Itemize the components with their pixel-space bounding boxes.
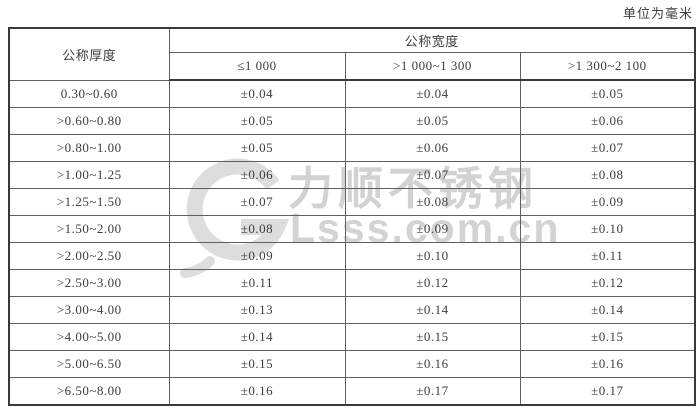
tolerance-cell: ±0.05 xyxy=(168,107,346,135)
table-header: 公称厚度 公称宽度 ≤1 000 >1 000~1 300 >1 300~2 1… xyxy=(8,27,696,81)
tolerance-cell: ±0.06 xyxy=(168,161,346,189)
tolerance-cell: ±0.14 xyxy=(344,296,521,324)
tolerance-cell: ±0.05 xyxy=(168,134,346,162)
tolerance-cell: ±0.15 xyxy=(344,323,521,351)
tolerance-cell: ±0.15 xyxy=(519,323,696,351)
thickness-cell: 0.30~0.60 xyxy=(8,79,170,108)
tolerance-cell: ±0.07 xyxy=(519,134,696,162)
table-row: >1.50~2.00 ±0.08 ±0.09 ±0.10 xyxy=(8,215,696,243)
thickness-cell: >6.50~8.00 xyxy=(8,377,170,406)
tolerance-cell: ±0.16 xyxy=(344,350,521,378)
tolerance-table-body: 0.30~0.60 ±0.04 ±0.04 ±0.05 >0.60~0.80 ±0.05 ±… xyxy=(8,79,696,406)
thickness-cell: >1.50~2.00 xyxy=(8,215,170,243)
tolerance-cell: ±0.06 xyxy=(519,107,696,135)
thickness-column-header: 公称厚度 xyxy=(8,27,170,81)
tolerance-cell: ±0.12 xyxy=(519,269,696,297)
table-row: >1.25~1.50 ±0.07 ±0.08 ±0.09 xyxy=(8,188,696,216)
tolerance-cell: ±0.08 xyxy=(168,215,346,243)
width-col-header-1: ≤1 000 xyxy=(168,52,346,81)
tolerance-cell: ±0.09 xyxy=(168,242,346,270)
tolerance-cell: ±0.05 xyxy=(344,107,521,135)
width-col-header-2: >1 000~1 300 xyxy=(344,52,521,81)
thickness-cell: >3.00~4.00 xyxy=(8,296,170,324)
thickness-cell: >1.00~1.25 xyxy=(8,161,170,189)
table-row: 0.30~0.60 ±0.04 ±0.04 ±0.05 xyxy=(8,79,696,108)
table-row: >3.00~4.00 ±0.13 ±0.14 ±0.14 xyxy=(8,296,696,324)
tolerance-cell: ±0.11 xyxy=(519,242,696,270)
tolerance-cell: ±0.07 xyxy=(168,188,346,216)
tolerance-cell: ±0.15 xyxy=(168,350,346,378)
header-group-row: 公称厚度 公称宽度 xyxy=(8,27,696,81)
tolerance-cell: ±0.12 xyxy=(344,269,521,297)
thickness-cell: >2.00~2.50 xyxy=(8,242,170,270)
tolerance-cell: ±0.07 xyxy=(344,161,521,189)
tolerance-cell: ±0.13 xyxy=(168,296,346,324)
table-row: >4.00~5.00 ±0.14 ±0.15 ±0.15 xyxy=(8,323,696,351)
tolerance-cell: ±0.17 xyxy=(344,377,521,406)
tolerance-cell: ±0.08 xyxy=(519,161,696,189)
table-row: >0.80~1.00 ±0.05 ±0.06 ±0.07 xyxy=(8,134,696,162)
header-cols-row: ≤1 000 >1 000~1 300 >1 300~2 100 xyxy=(9,52,696,81)
width-group-header: 公称宽度 xyxy=(168,27,696,53)
tolerance-cell: ±0.09 xyxy=(344,215,521,243)
table-row: >5.00~6.50 ±0.15 ±0.16 ±0.16 xyxy=(8,350,696,378)
tolerance-cell: ±0.10 xyxy=(519,215,696,243)
tolerance-cell: ±0.14 xyxy=(168,323,346,351)
thickness-cell: >0.60~0.80 xyxy=(8,107,170,135)
tolerance-cell: ±0.04 xyxy=(168,79,346,108)
thickness-cell: >2.50~3.00 xyxy=(8,269,170,297)
thickness-cell: >1.25~1.50 xyxy=(8,188,170,216)
thickness-cell: >5.00~6.50 xyxy=(8,350,170,378)
unit-note: 单位为毫米 xyxy=(622,6,693,21)
tolerance-cell: ±0.17 xyxy=(519,377,696,406)
tolerance-cell: ±0.14 xyxy=(519,296,696,324)
tolerance-cell: ±0.10 xyxy=(344,242,521,270)
table-row: >1.00~1.25 ±0.06 ±0.07 ±0.08 xyxy=(8,161,696,189)
thickness-cell: >0.80~1.00 xyxy=(8,134,170,162)
tolerance-cell: ±0.16 xyxy=(168,377,346,406)
tolerance-cell: ±0.11 xyxy=(168,269,346,297)
thickness-cell: >4.00~5.00 xyxy=(8,323,170,351)
table-row: >0.60~0.80 ±0.05 ±0.05 ±0.06 xyxy=(8,107,696,135)
tolerance-cell: ±0.08 xyxy=(344,188,521,216)
tolerance-cell: ±0.16 xyxy=(519,350,696,378)
table-row: >2.00~2.50 ±0.09 ±0.10 ±0.11 xyxy=(8,242,696,270)
table-row: >2.50~3.00 ±0.11 ±0.12 ±0.12 xyxy=(8,269,696,297)
tolerance-cell: ±0.05 xyxy=(519,79,696,108)
table-row: >6.50~8.00 ±0.16 ±0.17 ±0.17 xyxy=(8,377,696,406)
thickness-tolerance-table: 公称厚度 公称宽度 ≤1 000 >1 000~1 300 >1 300~2 1… xyxy=(8,27,697,406)
tolerance-cell: ±0.04 xyxy=(344,79,521,108)
tolerance-cell: ±0.06 xyxy=(344,134,521,162)
tolerance-cell: ±0.09 xyxy=(519,188,696,216)
width-col-header-3: >1 300~2 100 xyxy=(519,52,696,81)
